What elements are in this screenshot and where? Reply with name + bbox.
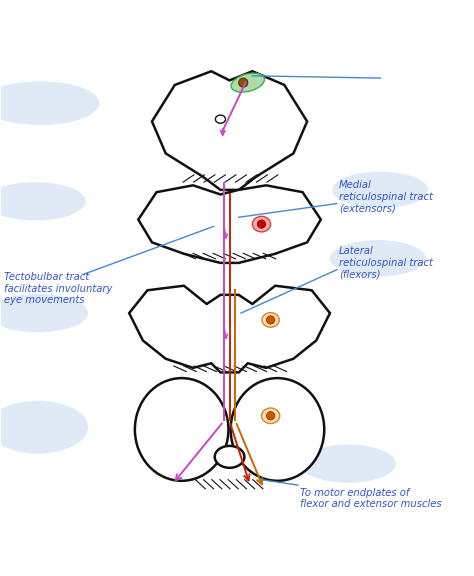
Ellipse shape bbox=[231, 378, 324, 481]
Text: Medial
reticulospinal tract
(extensors): Medial reticulospinal tract (extensors) bbox=[339, 180, 433, 213]
Ellipse shape bbox=[215, 446, 245, 468]
Ellipse shape bbox=[0, 182, 86, 221]
Ellipse shape bbox=[262, 313, 279, 327]
Circle shape bbox=[266, 316, 275, 324]
Ellipse shape bbox=[0, 81, 100, 125]
Text: Tectobulbar tract
facilitates involuntary
eye movements: Tectobulbar tract facilitates involuntar… bbox=[4, 272, 112, 305]
Ellipse shape bbox=[231, 73, 264, 92]
Text: To motor endplates of
flexor and extensor muscles: To motor endplates of flexor and extenso… bbox=[301, 488, 442, 510]
Polygon shape bbox=[129, 286, 330, 373]
Circle shape bbox=[239, 78, 248, 87]
Text: Lateral
reticulospinal tract
(flexors): Lateral reticulospinal tract (flexors) bbox=[339, 247, 433, 279]
Ellipse shape bbox=[262, 408, 280, 423]
Ellipse shape bbox=[252, 217, 271, 232]
Circle shape bbox=[257, 220, 265, 228]
Ellipse shape bbox=[215, 115, 226, 123]
Circle shape bbox=[266, 412, 275, 420]
Ellipse shape bbox=[135, 378, 228, 481]
Ellipse shape bbox=[0, 401, 88, 454]
Ellipse shape bbox=[332, 172, 428, 208]
Ellipse shape bbox=[301, 445, 396, 483]
Ellipse shape bbox=[0, 294, 88, 332]
Polygon shape bbox=[152, 71, 307, 190]
Polygon shape bbox=[138, 185, 321, 263]
Ellipse shape bbox=[330, 240, 426, 276]
